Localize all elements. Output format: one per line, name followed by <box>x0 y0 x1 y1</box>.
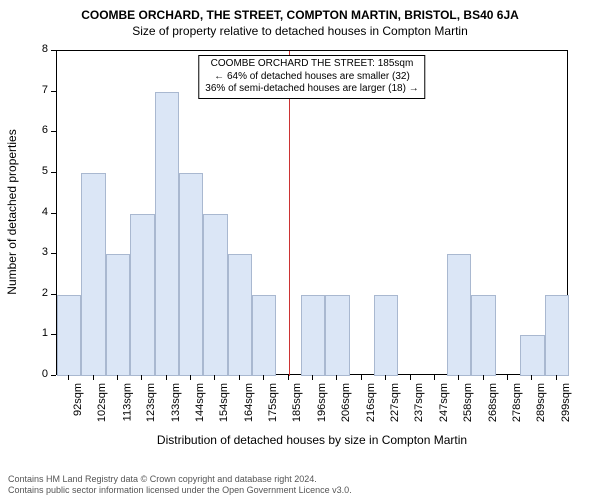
x-axis-label: Distribution of detached houses by size … <box>56 433 568 447</box>
sub-title: Size of property relative to detached ho… <box>0 22 600 38</box>
x-tick-mark <box>556 375 557 380</box>
x-tick-mark <box>507 375 508 380</box>
x-tick-label: 133sqm <box>170 383 182 422</box>
x-tick-label: 216sqm <box>365 383 377 422</box>
x-tick-mark <box>312 375 313 380</box>
x-tick-label: 247sqm <box>438 383 450 422</box>
x-tick-mark <box>68 375 69 380</box>
histogram-bar <box>203 214 227 377</box>
x-tick-mark <box>483 375 484 380</box>
x-tick-mark <box>385 375 386 380</box>
x-tick-mark <box>141 375 142 380</box>
y-tick-mark <box>51 91 56 92</box>
y-tick-mark <box>51 172 56 173</box>
histogram-bar <box>325 295 349 376</box>
histogram-bar <box>81 173 105 376</box>
x-tick-label: 237sqm <box>414 383 426 422</box>
chart-annotation: COOMBE ORCHARD THE STREET: 185sqm ← 64% … <box>198 55 425 99</box>
y-tick-mark <box>51 50 56 51</box>
x-tick-mark <box>117 375 118 380</box>
x-tick-mark <box>458 375 459 380</box>
y-tick-mark <box>51 131 56 132</box>
x-tick-label: 227sqm <box>389 383 401 422</box>
histogram-bar <box>545 295 569 376</box>
x-tick-mark <box>361 375 362 380</box>
y-tick-mark <box>51 375 56 376</box>
y-axis-label: Number of detached properties <box>5 112 19 312</box>
y-tick-mark <box>51 294 56 295</box>
main-title: COOMBE ORCHARD, THE STREET, COMPTON MART… <box>0 0 600 22</box>
x-tick-label: 278sqm <box>511 383 523 422</box>
y-tick-mark <box>51 213 56 214</box>
annotation-line-1: COOMBE ORCHARD THE STREET: 185sqm <box>205 58 418 71</box>
chart-plot-area: COOMBE ORCHARD THE STREET: 185sqm ← 64% … <box>56 50 568 375</box>
footer-line-1: Contains HM Land Registry data © Crown c… <box>8 474 352 485</box>
x-tick-mark <box>93 375 94 380</box>
y-tick-label: 7 <box>30 84 48 96</box>
x-tick-label: 299sqm <box>560 383 572 422</box>
y-tick-label: 2 <box>30 287 48 299</box>
x-tick-label: 196sqm <box>316 383 328 422</box>
y-tick-label: 6 <box>30 124 48 136</box>
x-tick-mark <box>434 375 435 380</box>
y-tick-label: 3 <box>30 246 48 258</box>
annotation-line-3: 36% of semi-detached houses are larger (… <box>205 83 418 96</box>
y-tick-mark <box>51 334 56 335</box>
y-tick-label: 5 <box>30 165 48 177</box>
x-tick-mark <box>214 375 215 380</box>
histogram-bar <box>520 335 544 376</box>
reference-vline <box>289 51 290 376</box>
x-tick-label: 102sqm <box>97 383 109 422</box>
x-tick-mark <box>190 375 191 380</box>
histogram-bar <box>57 295 81 376</box>
x-tick-mark <box>166 375 167 380</box>
x-tick-label: 289sqm <box>535 383 547 422</box>
x-tick-mark <box>263 375 264 380</box>
x-tick-mark <box>239 375 240 380</box>
x-tick-label: 185sqm <box>292 383 304 422</box>
histogram-bar <box>130 214 154 377</box>
annotation-line-2: ← 64% of detached houses are smaller (32… <box>205 71 418 84</box>
histogram-bar <box>374 295 398 376</box>
histogram-bar <box>179 173 203 376</box>
x-tick-mark <box>336 375 337 380</box>
y-tick-label: 4 <box>30 206 48 218</box>
x-tick-label: 113sqm <box>121 383 133 421</box>
y-tick-label: 0 <box>30 368 48 380</box>
x-tick-label: 123sqm <box>145 383 157 422</box>
histogram-bar <box>471 295 495 376</box>
histogram-bar <box>155 92 179 376</box>
x-tick-label: 258sqm <box>462 383 474 422</box>
histogram-bar <box>447 254 471 376</box>
y-tick-label: 1 <box>30 327 48 339</box>
x-tick-mark <box>410 375 411 380</box>
y-tick-label: 8 <box>30 43 48 55</box>
x-tick-label: 164sqm <box>243 383 255 422</box>
x-tick-label: 268sqm <box>487 383 499 422</box>
histogram-bar <box>252 295 276 376</box>
x-tick-label: 144sqm <box>194 383 206 422</box>
x-tick-label: 92sqm <box>72 383 84 416</box>
y-tick-mark <box>51 253 56 254</box>
footer-line-2: Contains public sector information licen… <box>8 485 352 496</box>
x-tick-mark <box>288 375 289 380</box>
x-tick-label: 206sqm <box>340 383 352 422</box>
x-tick-label: 154sqm <box>218 383 230 422</box>
footer-attribution: Contains HM Land Registry data © Crown c… <box>8 474 352 496</box>
histogram-bar <box>301 295 325 376</box>
histogram-bar <box>106 254 130 376</box>
x-tick-mark <box>531 375 532 380</box>
histogram-bar <box>228 254 252 376</box>
x-tick-label: 175sqm <box>267 383 279 422</box>
